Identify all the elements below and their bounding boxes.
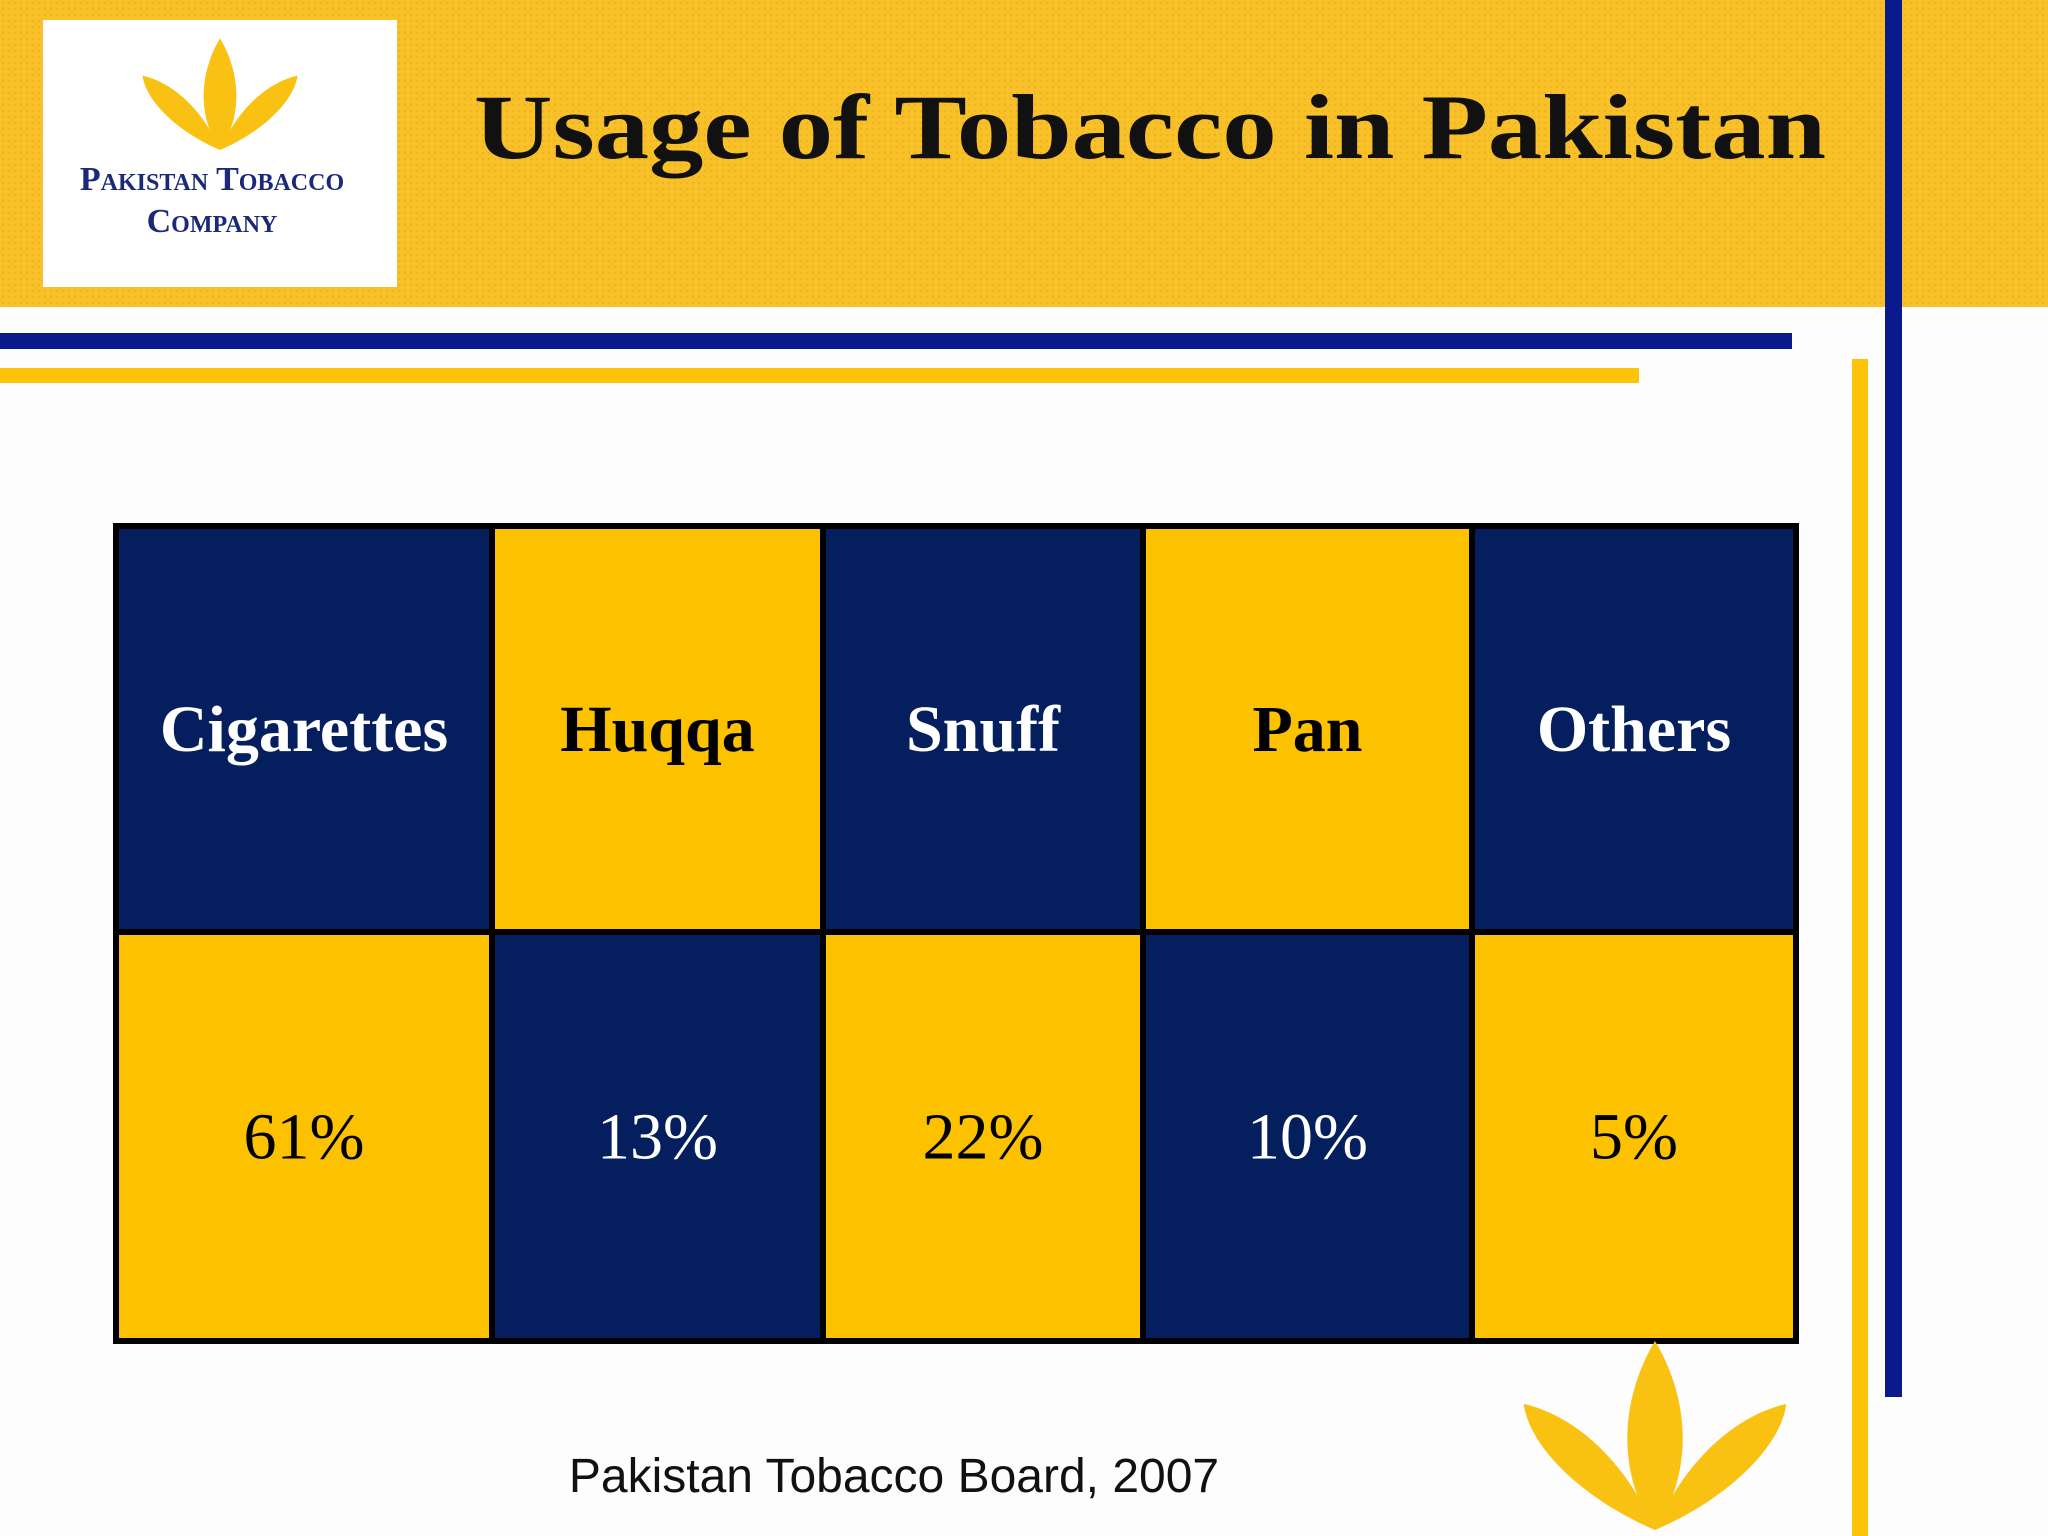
table-cell: [113, 929, 495, 1344]
value-cell-text: 10%: [1247, 1101, 1368, 1174]
table-cell: [1140, 523, 1475, 935]
value-cell-text: 5%: [1590, 1101, 1678, 1174]
table: Cigarettes Huqqa Snuff Pan Others 61% 13% 22% 10…: [113, 523, 1799, 1344]
divider-line: [0, 333, 1792, 349]
slide-title: Usage of Tobacco in Pakistan: [474, 76, 1826, 178]
table-cell: [489, 929, 826, 1344]
table-cell: [1469, 929, 1799, 1344]
source-note: Pakistan Tobacco Board, 2007: [569, 1450, 1219, 1503]
table-cell: [1469, 523, 1799, 935]
corner-leaves: [1523, 1341, 1787, 1530]
header-cell-text: Others: [1537, 693, 1731, 766]
value-cell-text: 22%: [923, 1101, 1044, 1174]
header-cell-text: Cigarettes: [160, 693, 448, 766]
vertical-line: [1852, 359, 1868, 1536]
value-cell-text: 13%: [597, 1101, 718, 1174]
table-cell: [1140, 929, 1475, 1344]
header-cell-text: Snuff: [906, 693, 1061, 766]
vertical-line: [1885, 0, 1902, 1397]
table-cell: [820, 929, 1146, 1344]
logo-text: Company: [147, 203, 278, 240]
divider-line: [0, 368, 1639, 383]
header-cell-text: Pan: [1252, 693, 1362, 766]
value-cell-text: 61%: [244, 1101, 365, 1174]
logo-text: Pakistan Tobacco: [80, 161, 344, 198]
header-cell-text: Huqqa: [560, 693, 754, 766]
